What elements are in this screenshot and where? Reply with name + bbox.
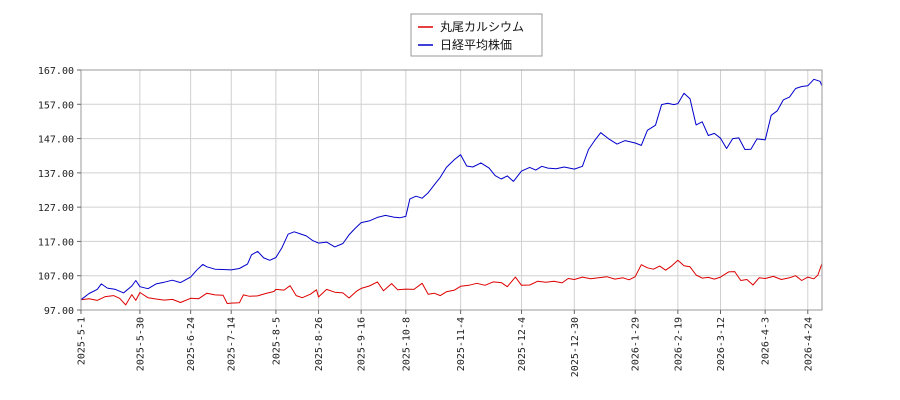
x-tick-label: 2025-11-4 xyxy=(456,317,467,371)
y-tick-label: 167.00 xyxy=(38,66,74,77)
x-tick-label: 2025-10-8 xyxy=(401,317,412,371)
x-tick-label: 2025-8-5 xyxy=(271,317,282,365)
y-tick-label: 117.00 xyxy=(38,237,74,248)
y-tick-label: 147.00 xyxy=(38,135,74,146)
x-tick-label: 2026-2-19 xyxy=(673,317,684,371)
x-tick-label: 2025-12-4 xyxy=(517,317,528,371)
x-tick-label: 2025-8-26 xyxy=(314,317,325,371)
x-tick-label: 2026-3-12 xyxy=(716,317,727,371)
y-axis: 97.00 107.00 117.00 127.00 137.00 147.00 157.0… xyxy=(38,66,81,317)
x-tick-label: 2026-4-3 xyxy=(761,317,772,365)
legend-box xyxy=(410,13,543,57)
legend-label-maruo: 丸尾カルシウム xyxy=(440,20,524,34)
x-tick-label: 2026-1-29 xyxy=(631,317,642,371)
x-axis: 2025-5-1 2025-5-30 2025-6-24 2025-7-14 2025-… xyxy=(77,310,814,377)
x-tick-label: 2025-5-1 xyxy=(77,317,88,365)
x-tick-label: 2025-7-14 xyxy=(227,317,238,371)
y-tick-label: 97.00 xyxy=(44,306,74,317)
y-tick-label: 107.00 xyxy=(38,272,74,283)
series-layer xyxy=(80,78,823,306)
y-tick-label: 137.00 xyxy=(38,169,74,180)
plot-area xyxy=(81,70,822,310)
x-tick-label: 2025-5-30 xyxy=(135,317,146,371)
legend-label-nikkei: 日経平均株価 xyxy=(440,37,512,52)
legend: 丸尾カルシウム 日経平均株価 xyxy=(410,13,543,57)
x-tick-label: 2026-4-24 xyxy=(803,317,814,371)
x-tick-label: 2025-6-24 xyxy=(186,317,197,371)
x-tick-label: 2025-9-16 xyxy=(357,317,368,371)
series-line-nikkei-average xyxy=(80,78,823,301)
x-tick-label: 2025-12-30 xyxy=(570,317,581,377)
series-line-maruo-calcium xyxy=(80,259,823,306)
y-tick-label: 157.00 xyxy=(38,100,74,111)
y-tick-label: 127.00 xyxy=(38,203,74,214)
plot-frame xyxy=(80,69,823,311)
